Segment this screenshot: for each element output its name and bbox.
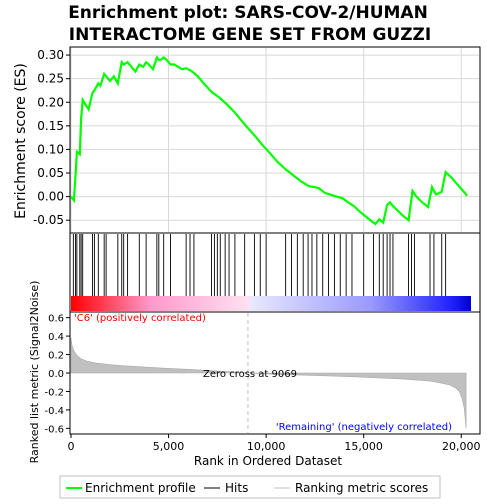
es-y-tick-label: 0.15: [37, 119, 64, 133]
x-tick-label: 10,000: [247, 440, 286, 453]
metric-y-tick-label: -0.6: [44, 424, 64, 435]
legend-metric-label: Ranking metric scores: [295, 481, 428, 495]
es-profile-line: [70, 55, 468, 226]
es-y-tick-label: 0.05: [37, 166, 64, 180]
x-tick-label: 0: [68, 440, 75, 453]
chart-title-line2: INTERACTOME GENE SET FROM GUZZI: [69, 25, 431, 45]
legend-profile-label: Enrichment profile: [85, 481, 196, 495]
positive-correlated-label: 'C6' (positively correlated): [74, 313, 206, 324]
es-y-tick-label: 0.10: [37, 142, 64, 156]
legend-hits-label: Hits: [225, 481, 248, 495]
es-y-tick-label: -0.05: [33, 213, 64, 227]
es-y-tick-label: 0.25: [37, 72, 64, 86]
x-axis-label: Rank in Ordered Dataset: [194, 454, 342, 468]
metric-area-fill: [70, 337, 467, 429]
chart-title-line1: Enrichment plot: SARS-COV-2/HUMAN: [68, 3, 428, 23]
es-y-axis-label: Enrichment score (ES): [13, 63, 29, 219]
x-ticks: 0 5,000 10,000 15,000 20,000: [68, 434, 481, 453]
es-panel-frame: [69, 46, 481, 234]
metric-area: [70, 313, 467, 433]
metric-y-axis-label: Ranked list metric (Signal2Noise): [28, 281, 41, 464]
metric-y-tick-label: 0.0: [48, 369, 64, 380]
zero-cross-label: Zero cross at 9069: [203, 369, 297, 380]
x-tick-label: 5,000: [153, 440, 185, 453]
x-tick-label: 20,000: [442, 440, 481, 453]
rank-color-bar: [71, 296, 471, 311]
metric-y-tick-label: 0.6: [48, 314, 64, 325]
negative-correlated-label: 'Remaining' (negatively correlated): [276, 422, 452, 433]
es-gridlines: [70, 48, 479, 232]
metric-y-ticks: 0.6 0.4 0.2 0.0 -0.2 -0.4 -0.6: [44, 314, 70, 435]
es-y-tick-label: 0.00: [37, 190, 64, 204]
metric-y-tick-label: -0.2: [44, 387, 64, 398]
metric-y-tick-label: -0.4: [44, 406, 64, 417]
es-y-ticks: 0.30 0.25 0.20 0.15 0.10 0.05 0.00 -0.05: [33, 48, 70, 227]
metric-y-tick-label: 0.2: [48, 351, 64, 362]
es-profile: [70, 55, 468, 226]
legend-box: [59, 475, 441, 499]
metric-y-tick-label: 0.4: [48, 332, 64, 343]
hits-marks: [72, 234, 447, 296]
es-y-tick-label: 0.30: [37, 48, 64, 62]
es-y-tick-label: 0.20: [37, 95, 64, 109]
x-tick-label: 15,000: [344, 440, 383, 453]
